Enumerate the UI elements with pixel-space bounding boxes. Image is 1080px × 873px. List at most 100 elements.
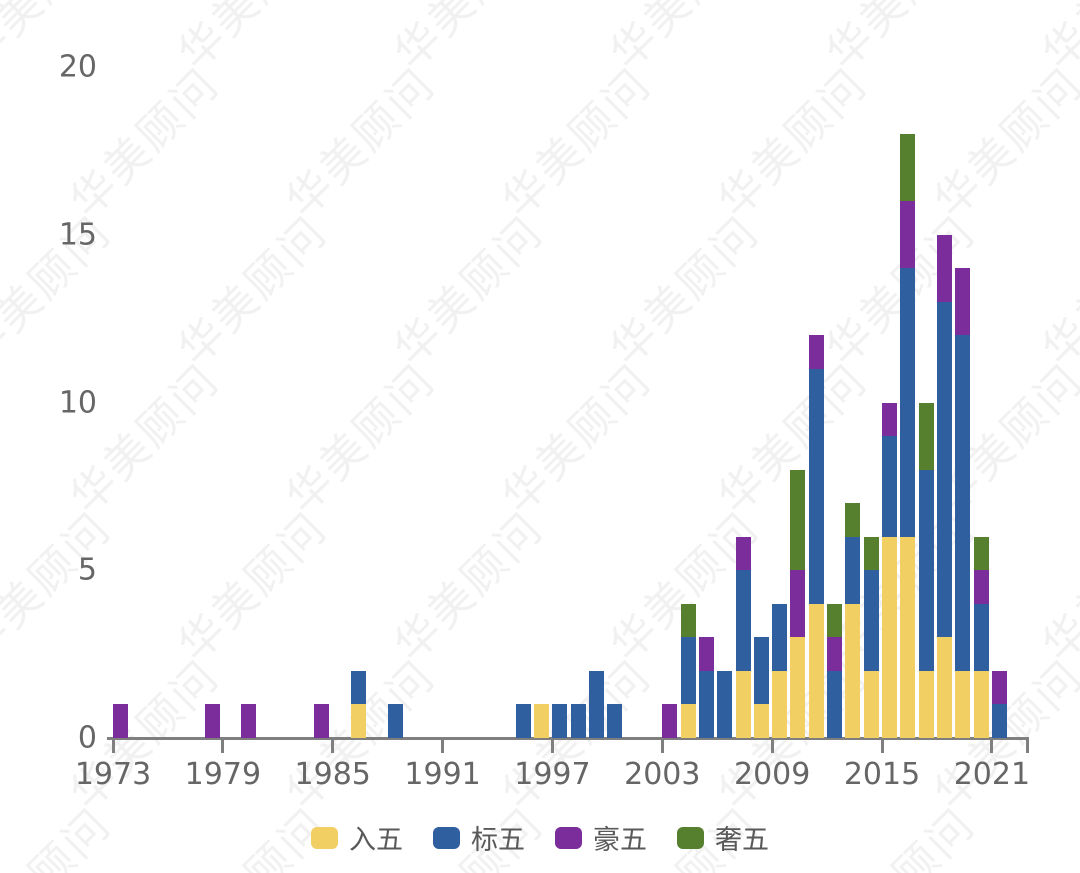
y-tick-label: 15 (58, 217, 97, 253)
stacked-bar-2012 (827, 603, 843, 738)
bar-segment (900, 536, 916, 738)
bar-segment (241, 704, 257, 738)
bar-segment (827, 670, 843, 738)
bar-segment (351, 670, 367, 705)
stacked-bar-2003 (662, 704, 678, 738)
bar-segment (900, 201, 916, 269)
legend-item: 标五 (433, 818, 525, 857)
bar-segment (882, 536, 898, 738)
stacked-bar-2011 (808, 335, 824, 738)
legend-item: 奢五 (677, 818, 769, 857)
bar-segment (790, 637, 806, 738)
legend-label: 标五 (471, 825, 525, 856)
bar-segment (863, 536, 879, 571)
legend: 入五 标五 豪五 奢五 (0, 818, 1080, 857)
x-axis-tick (441, 740, 445, 753)
bar-segment (735, 570, 751, 671)
stacked-bar-1999 (589, 670, 605, 738)
bar-segment (845, 603, 861, 738)
y-tick-label: 20 (58, 49, 97, 85)
legend-swatch (433, 826, 460, 849)
bar-segment (589, 670, 605, 738)
stacked-bar-2000 (607, 704, 623, 738)
bar-segment (955, 268, 971, 336)
x-axis-tick (880, 740, 884, 753)
bar-segment (973, 570, 989, 604)
stacked-bar-1984 (314, 704, 330, 738)
bar-segment (863, 670, 879, 738)
bar-segment (845, 503, 861, 537)
stacked-bar-1980 (241, 704, 257, 738)
stacked-bar-2005 (698, 637, 714, 738)
x-tick-label: 1985 (294, 757, 371, 792)
x-axis-tick (770, 740, 774, 753)
stacked-bar-1996 (534, 704, 550, 738)
bar-segment (515, 704, 531, 738)
stacked-bar-2021 (991, 670, 1007, 738)
bar-segment (204, 704, 220, 738)
bar-segment (753, 704, 769, 738)
bar-segment (717, 670, 733, 738)
x-tick-label: 2009 (733, 757, 811, 792)
stacked-bar-1978 (204, 704, 220, 738)
stacked-bar-2007 (735, 536, 751, 738)
bar-segment (955, 670, 971, 738)
stacked-bar-2004 (680, 603, 696, 738)
legend-swatch (555, 826, 582, 849)
bar-segment (900, 134, 916, 202)
x-axis-tick (111, 740, 115, 753)
bar-segment (991, 704, 1007, 738)
bar-segment (991, 670, 1007, 705)
bar-segment (735, 670, 751, 738)
y-tick-label: 0 (77, 720, 97, 756)
x-tick-label: 2015 (843, 757, 921, 792)
bar-segment (607, 704, 623, 738)
stacked-bar-1988 (387, 704, 403, 738)
x-axis-tick (660, 740, 664, 753)
bar-segment (827, 637, 843, 671)
bar-segment (772, 670, 788, 738)
bar-segment (351, 704, 367, 738)
bar-segment (790, 570, 806, 638)
stacked-bar-2014 (863, 536, 879, 738)
x-tick-label: 1991 (404, 757, 481, 792)
bar-segment (772, 603, 788, 671)
x-axis-end-tick (1026, 740, 1029, 753)
bar-segment (827, 603, 843, 638)
stacked-bar-1986 (351, 670, 367, 738)
bar-segment (790, 469, 806, 571)
bar-segment (918, 469, 934, 671)
bar-segment (314, 704, 330, 738)
bar-segment (534, 704, 550, 738)
x-axis-tick (331, 740, 335, 753)
x-tick-label: 1997 (514, 757, 591, 792)
bar-segment (918, 402, 934, 470)
y-tick-label: 10 (58, 385, 97, 420)
stacked-bar-1973 (113, 704, 128, 738)
stacked-bar-1995 (515, 704, 531, 738)
bar-segment (387, 704, 403, 738)
bar-segment (808, 335, 824, 369)
x-tick-label: 2021 (953, 757, 1031, 792)
bar-segment (973, 536, 989, 571)
bar-segment (808, 603, 824, 738)
stacked-bar-2006 (717, 670, 733, 738)
stacked-bar-2009 (772, 603, 788, 738)
x-tick-label: 1973 (74, 757, 152, 792)
legend-label: 奢五 (715, 825, 769, 856)
legend-swatch (677, 826, 704, 849)
bar-segment (936, 234, 952, 302)
stacked-bar-2013 (845, 503, 861, 738)
bar-segment (973, 670, 989, 738)
y-tick-label: 5 (77, 552, 97, 588)
stacked-bar-2020 (973, 536, 989, 738)
legend-item: 入五 (311, 818, 403, 857)
bar-segment (113, 704, 128, 738)
bar-segment (918, 670, 934, 738)
stacked-bar-2018 (936, 234, 952, 738)
bar-segment (680, 704, 696, 738)
x-axis-tick (221, 740, 225, 753)
bar-segment (808, 368, 824, 604)
bar-segment (662, 704, 678, 738)
